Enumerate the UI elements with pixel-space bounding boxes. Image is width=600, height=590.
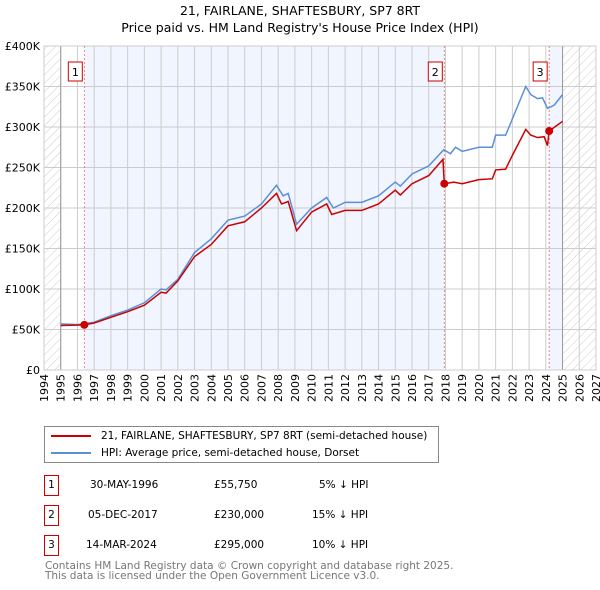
x-tick-label: 2015: [389, 374, 402, 402]
x-tick-label: 2017: [423, 374, 436, 402]
x-tick-label: 2026: [573, 374, 586, 402]
x-tick-label: 2000: [138, 374, 151, 402]
x-tick-label: 1994: [38, 374, 51, 402]
marker-number: 2: [44, 505, 59, 526]
x-tick-label: 2020: [473, 374, 486, 402]
transaction-row: 1 30-MAY-1996 £55,750 5% ↓ HPI: [44, 475, 464, 496]
transaction-row: 2 05-DEC-2017 £230,000 15% ↓ HPI: [44, 505, 464, 526]
x-tick-label: 2002: [172, 374, 185, 402]
x-tick-label: 2009: [289, 374, 302, 402]
x-tick-label: 2021: [490, 374, 503, 402]
transaction-row: 3 14-MAR-2024 £295,000 10% ↓ HPI: [44, 535, 464, 556]
x-tick-label: 1997: [88, 374, 101, 402]
x-tick-label: 1999: [122, 374, 135, 402]
hpi-diff: 15% ↓ HPI: [312, 509, 369, 521]
x-tick-label: 2005: [222, 374, 235, 402]
x-tick-label: 2024: [540, 374, 553, 402]
x-tick-label: 2007: [255, 374, 268, 402]
blue-line-swatch: [51, 452, 91, 454]
x-tick-label: 2003: [189, 374, 202, 402]
sale-point: [440, 179, 449, 188]
red-line-swatch: [51, 435, 91, 437]
x-tick-label: 2013: [356, 374, 369, 402]
hpi-diff: 5% ↓ HPI: [319, 479, 369, 491]
x-tick-label: 2001: [155, 374, 168, 402]
y-tick-label: £300K: [5, 121, 41, 134]
y-tick-label: £50K: [12, 324, 41, 337]
sale-label-box: [67, 61, 83, 82]
x-tick-label: 2012: [339, 374, 352, 402]
sale-label: 3: [537, 66, 544, 79]
plot-frame: [43, 45, 597, 371]
marker-number: 1: [44, 475, 59, 496]
y-tick-label: £100K: [5, 283, 41, 296]
x-tick-label: 2025: [557, 374, 570, 402]
x-tick-label: 2018: [439, 374, 452, 402]
legend-item-property: 21, FAIRLANE, SHAFTESBURY, SP7 8RT (semi…: [45, 428, 438, 444]
price: £230,000: [214, 509, 265, 521]
date: 05-DEC-2017: [88, 509, 158, 521]
x-tick-label: 2010: [306, 374, 319, 402]
date: 14-MAR-2024: [86, 539, 157, 551]
y-tick-label: £400K: [5, 40, 41, 53]
copyright-text: Contains HM Land Registry data © Crown c…: [45, 560, 454, 572]
x-tick-label: 2004: [205, 374, 218, 402]
x-tick-label: 2008: [272, 374, 285, 402]
property-series-line: [60, 120, 563, 327]
sale-label: 2: [432, 66, 439, 79]
date: 30-MAY-1996: [90, 479, 159, 491]
hpi-series-line: [60, 84, 564, 326]
sale-point: [545, 127, 554, 136]
legend: 21, FAIRLANE, SHAFTESBURY, SP7 8RT (semi…: [44, 426, 439, 463]
y-tick-label: £150K: [5, 243, 41, 256]
sale-point: [80, 320, 89, 329]
x-tick-label: 1995: [55, 374, 68, 402]
x-tick-label: 2023: [523, 374, 536, 402]
hpi-diff: 10% ↓ HPI: [312, 539, 369, 551]
y-tick-label: £200K: [5, 202, 41, 215]
sale-label-box: [427, 61, 443, 82]
chart-title: 21, FAIRLANE, SHAFTESBURY, SP7 8RT Price…: [0, 2, 600, 36]
sale-label: 1: [72, 66, 79, 79]
legend-item-hpi: HPI: Average price, semi-detached house,…: [45, 445, 438, 461]
subtitle-line: Price paid vs. HM Land Registry's House …: [121, 20, 479, 35]
y-tick-label: £0: [26, 364, 40, 377]
legend-label: 21, FAIRLANE, SHAFTESBURY, SP7 8RT (semi…: [101, 430, 428, 442]
sale-label-box: [532, 61, 548, 82]
x-tick-label: 1996: [71, 374, 84, 402]
y-tick-label: £350K: [5, 81, 41, 94]
x-tick-label: 2011: [322, 374, 335, 402]
x-tick-label: 2006: [239, 374, 252, 402]
legend-label: HPI: Average price, semi-detached house,…: [101, 447, 360, 459]
title-line: 21, FAIRLANE, SHAFTESBURY, SP7 8RT: [179, 3, 421, 18]
x-tick-label: 2014: [373, 374, 386, 402]
x-tick-label: 1998: [105, 374, 118, 402]
marker-number: 3: [44, 535, 59, 556]
price: £295,000: [214, 539, 265, 551]
y-tick-label: £250K: [5, 162, 41, 175]
footer: Contains HM Land Registry data © Crown c…: [45, 560, 454, 582]
licence-text: This data is licensed under the Open Gov…: [45, 570, 380, 582]
x-tick-label: 2022: [506, 374, 519, 402]
x-tick-label: 2027: [590, 374, 600, 402]
price-chart: 1994 1995 1996 1997 1998 1999 2000 2001 2002 2003…: [5, 40, 600, 402]
price: £55,750: [214, 479, 258, 491]
x-tick-label: 2016: [406, 374, 419, 402]
x-tick-label: 2019: [456, 374, 469, 402]
